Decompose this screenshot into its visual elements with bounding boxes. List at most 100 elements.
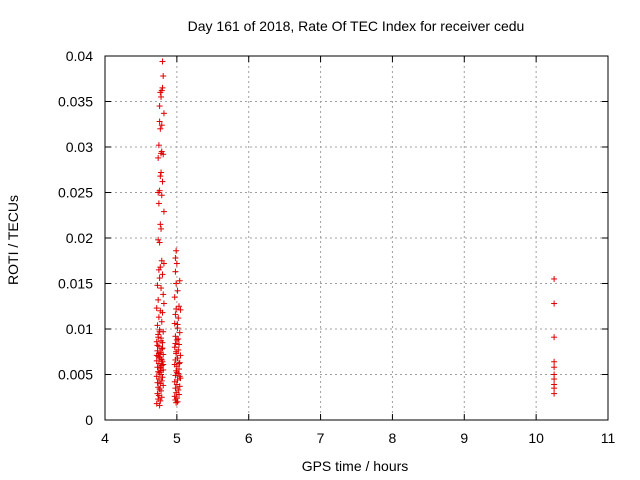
data-point bbox=[158, 387, 165, 394]
x-tick-label: 11 bbox=[601, 430, 616, 446]
axis-ticks: 4 5 6 7 8 9 10 11 0 0.005 0.01 0.015 0.02 0.025 0.03 0.… bbox=[58, 48, 616, 446]
data-point bbox=[155, 266, 162, 273]
x-tick-label: 5 bbox=[173, 430, 181, 446]
y-tick-label: 0.04 bbox=[66, 48, 93, 64]
data-point bbox=[173, 369, 180, 376]
y-tick-label: 0.015 bbox=[58, 276, 93, 292]
data-point bbox=[171, 320, 178, 327]
data-point bbox=[551, 385, 558, 392]
data-point bbox=[155, 353, 162, 360]
data-point bbox=[159, 374, 166, 381]
data-point bbox=[172, 372, 179, 379]
y-tick-label: 0.035 bbox=[58, 94, 93, 110]
data-point bbox=[155, 236, 162, 243]
data-point bbox=[551, 275, 558, 282]
data-point bbox=[173, 399, 180, 406]
data-point bbox=[160, 300, 167, 307]
y-tick-label: 0.025 bbox=[58, 185, 93, 201]
data-point bbox=[153, 338, 160, 345]
data-point bbox=[158, 346, 165, 353]
data-point bbox=[158, 285, 165, 292]
data-point bbox=[551, 358, 558, 365]
data-point bbox=[551, 334, 558, 341]
x-axis-label: GPS time / hours bbox=[302, 458, 409, 474]
data-point bbox=[175, 336, 182, 343]
data-point bbox=[551, 376, 558, 383]
data-point bbox=[551, 300, 558, 307]
data-point bbox=[160, 382, 167, 389]
data-point bbox=[160, 208, 167, 215]
data-point bbox=[176, 383, 183, 390]
data-point bbox=[156, 402, 163, 409]
data-point bbox=[155, 154, 162, 161]
data-point bbox=[160, 151, 167, 158]
data-point bbox=[157, 364, 164, 371]
data-point bbox=[155, 200, 162, 207]
data-point bbox=[158, 337, 165, 344]
data-point bbox=[160, 361, 167, 368]
data-point bbox=[160, 351, 167, 358]
data-point bbox=[551, 364, 558, 371]
y-tick-label: 0.03 bbox=[66, 139, 93, 155]
data-point bbox=[175, 315, 182, 322]
y-tick-label: 0 bbox=[85, 412, 93, 428]
data-point bbox=[174, 287, 181, 294]
x-tick-label: 9 bbox=[460, 430, 468, 446]
data-point bbox=[158, 394, 165, 401]
data-point bbox=[173, 336, 180, 343]
data-point bbox=[160, 291, 167, 298]
data-point bbox=[176, 360, 183, 367]
data-point bbox=[172, 333, 179, 340]
data-point bbox=[159, 84, 166, 91]
data-point bbox=[159, 178, 166, 185]
data-point bbox=[155, 343, 162, 350]
data-point bbox=[157, 264, 164, 271]
data-point bbox=[154, 322, 161, 329]
chart-title: Day 161 of 2018, Rate Of TEC Index for r… bbox=[188, 18, 525, 34]
data-point bbox=[176, 277, 183, 284]
data-point bbox=[176, 359, 183, 366]
data-point bbox=[176, 341, 183, 348]
data-point bbox=[173, 305, 180, 312]
data-point bbox=[156, 103, 163, 110]
data-point bbox=[158, 192, 165, 199]
data-point bbox=[156, 239, 163, 246]
data-point bbox=[172, 268, 179, 275]
data-point bbox=[158, 225, 165, 232]
data-point bbox=[158, 169, 165, 176]
data-point bbox=[158, 356, 165, 363]
data-point bbox=[157, 173, 164, 180]
data-point bbox=[159, 309, 166, 316]
y-tick-label: 0.01 bbox=[66, 321, 93, 337]
data-point bbox=[156, 328, 163, 335]
data-point bbox=[155, 296, 162, 303]
data-point bbox=[159, 345, 166, 352]
data-point bbox=[159, 58, 166, 65]
data-point bbox=[172, 356, 179, 363]
x-tick-label: 4 bbox=[101, 430, 109, 446]
data-point bbox=[173, 260, 180, 267]
data-point bbox=[155, 368, 162, 375]
data-point bbox=[160, 73, 167, 80]
data-point bbox=[159, 271, 166, 278]
data-point bbox=[177, 352, 184, 359]
data-point bbox=[157, 125, 164, 132]
data-point bbox=[158, 377, 165, 384]
data-point bbox=[551, 390, 558, 397]
data-point bbox=[160, 110, 167, 117]
data-point bbox=[155, 142, 162, 149]
data-point bbox=[174, 321, 181, 328]
data-points bbox=[153, 58, 558, 409]
data-point bbox=[154, 282, 161, 289]
data-point bbox=[157, 89, 164, 96]
x-tick-label: 8 bbox=[389, 430, 397, 446]
data-point bbox=[173, 280, 180, 287]
data-point bbox=[171, 294, 178, 301]
data-point bbox=[158, 122, 165, 129]
data-point bbox=[156, 275, 163, 282]
data-point bbox=[172, 311, 179, 318]
y-tick-label: 0.005 bbox=[58, 367, 93, 383]
data-point bbox=[172, 255, 179, 262]
data-point bbox=[153, 352, 160, 359]
